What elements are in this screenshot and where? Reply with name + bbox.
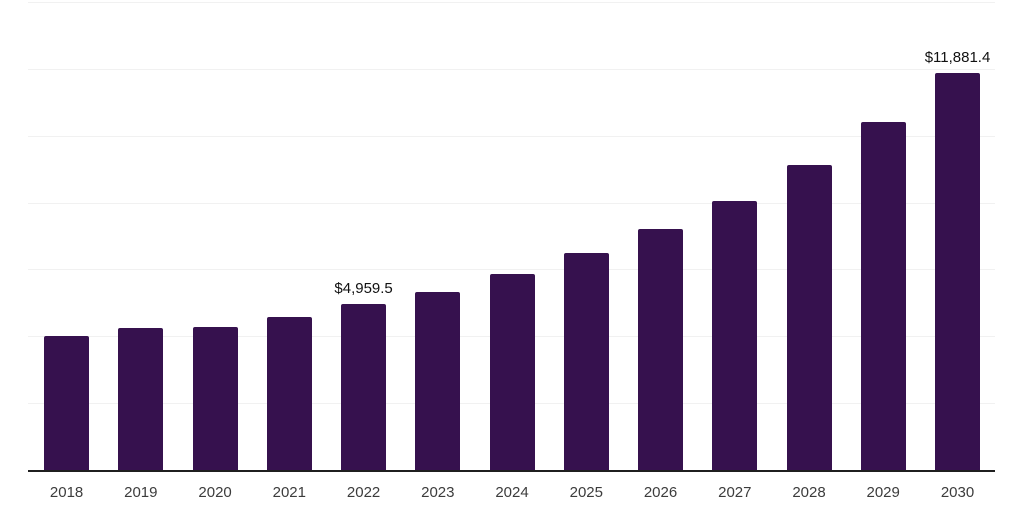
bar-2029[interactable] <box>860 122 906 470</box>
bar-2018[interactable] <box>44 336 90 470</box>
gridline-14000 <box>28 2 995 3</box>
bar-2026[interactable] <box>638 228 683 470</box>
bar-value-label-2030: $11,881.4 <box>924 48 991 66</box>
bar-2020[interactable] <box>192 326 238 470</box>
gridline-6000 <box>28 269 995 271</box>
gridline-12000 <box>28 68 995 70</box>
x-axis-label-2029: 2029 <box>866 484 900 501</box>
x-axis-label-2030: 2030 <box>940 484 975 501</box>
bar-2024[interactable] <box>489 274 535 470</box>
x-axis-label-2018: 2018 <box>49 484 84 501</box>
bar-value-label-2022: $4,959.5 <box>334 280 393 298</box>
x-axis-label-2019: 2019 <box>124 484 158 501</box>
bar-2028[interactable] <box>786 165 832 470</box>
x-axis-line <box>28 470 995 472</box>
x-axis-label-2028: 2028 <box>792 484 826 501</box>
x-axis-label-2023: 2023 <box>421 484 455 501</box>
bar-2025[interactable] <box>563 253 609 470</box>
bar-2021[interactable] <box>266 316 312 470</box>
gridline-8000 <box>28 202 995 204</box>
bar-2030[interactable] <box>935 72 980 470</box>
gridline-10000 <box>28 135 995 137</box>
bar-2027[interactable] <box>712 200 758 470</box>
bar-2023[interactable] <box>415 291 461 470</box>
x-axis-label-2022: 2022 <box>346 484 381 501</box>
x-axis-label-2025: 2025 <box>569 484 603 501</box>
x-axis-label-2021: 2021 <box>272 484 306 501</box>
bar-2022[interactable] <box>341 304 387 470</box>
bar-2019[interactable] <box>118 327 164 470</box>
x-axis-label-2020: 2020 <box>198 484 232 501</box>
x-axis-label-2027: 2027 <box>718 484 752 501</box>
x-axis-label-2024: 2024 <box>495 484 529 501</box>
x-axis-label-2026: 2026 <box>643 484 678 501</box>
